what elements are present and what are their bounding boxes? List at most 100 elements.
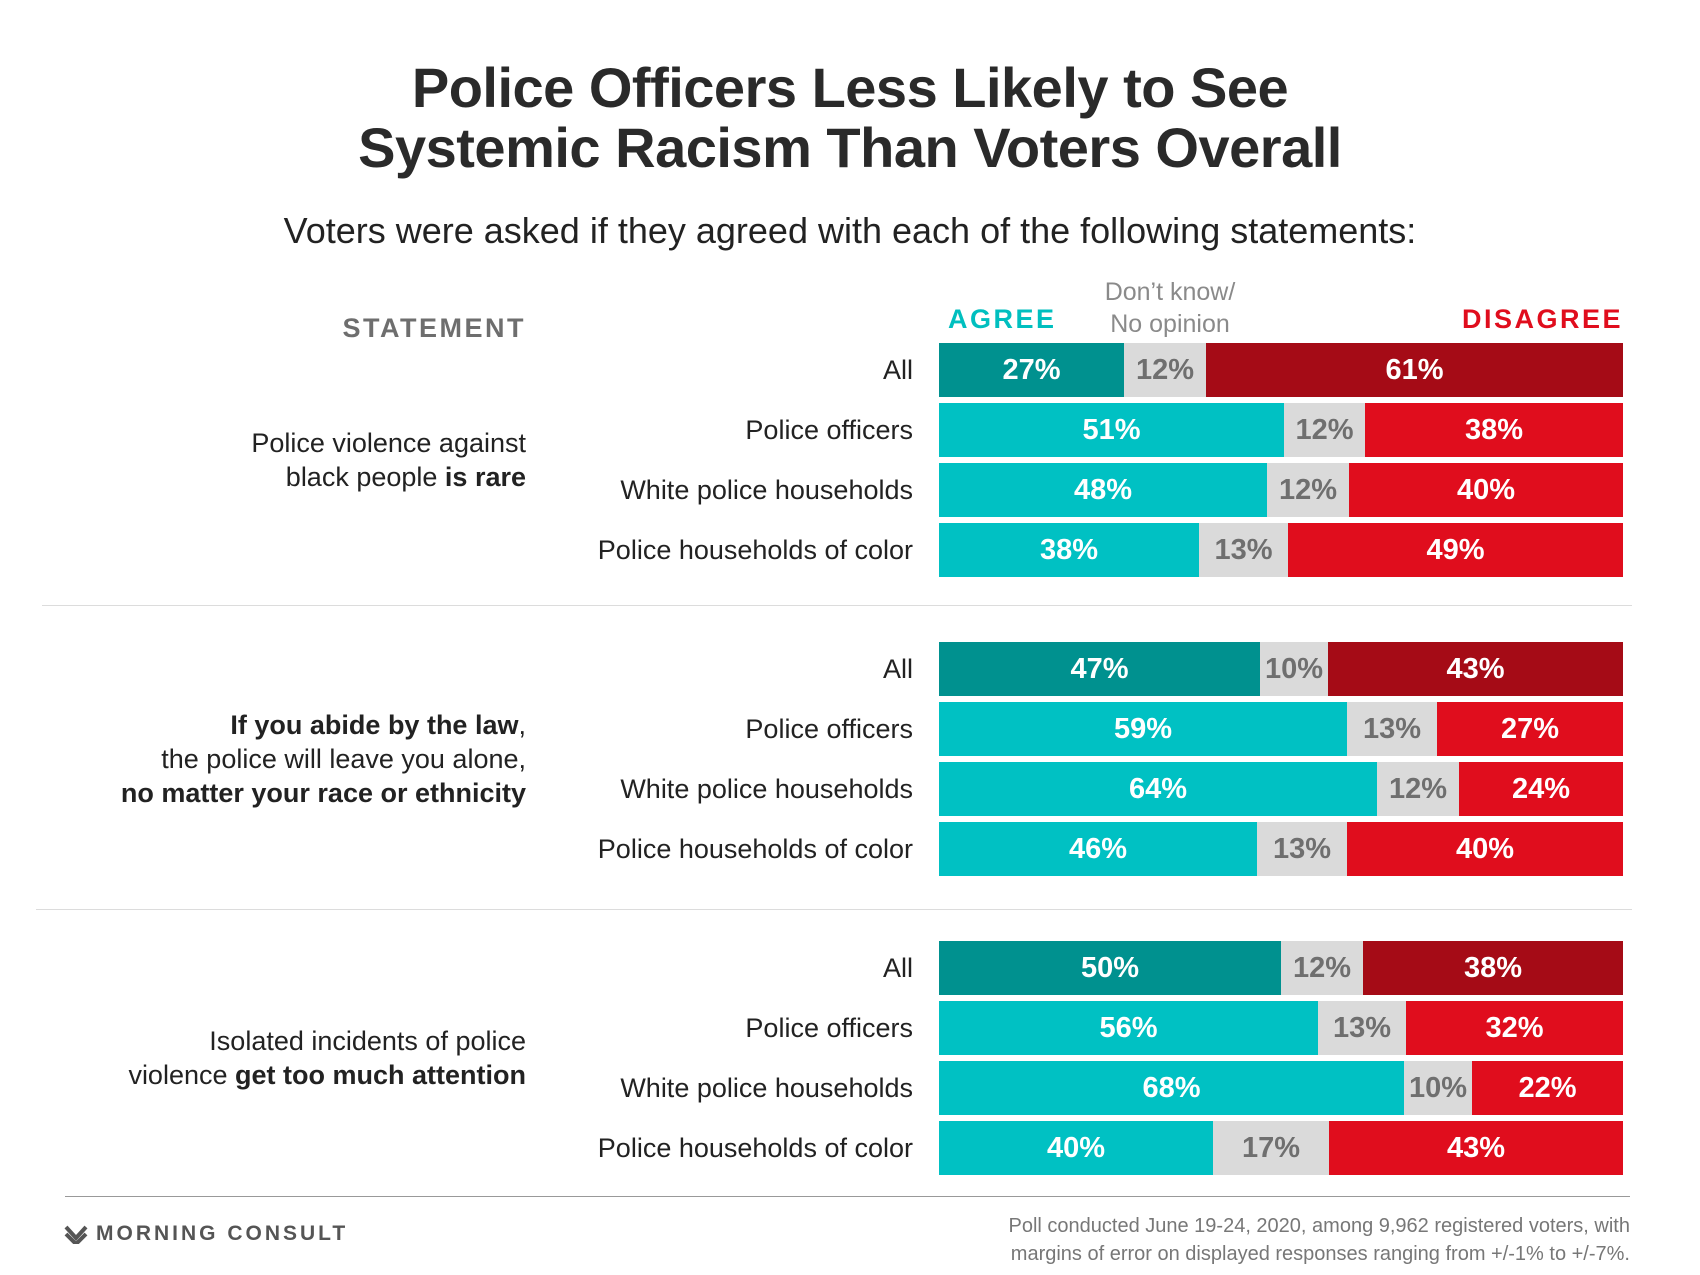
data-label-dk: 12%	[1295, 413, 1354, 446]
data-label-agree: 40%	[1046, 1131, 1106, 1164]
bar-segment-agree: 59%	[939, 702, 1347, 756]
legend-agree: AGREE	[948, 304, 1057, 334]
data-label-disagree: 32%	[1485, 1011, 1544, 1044]
stacked-bar: 48% 12% 40%	[939, 463, 1623, 517]
data-label-dk: 10%	[1264, 652, 1324, 685]
bar-segment-agree: 64%	[939, 762, 1377, 816]
data-label-agree: 48%	[1073, 473, 1133, 506]
bar-segment-agree: 46%	[939, 822, 1257, 876]
bar-segment-agree: 50%	[939, 941, 1281, 995]
bar-segment-disagree: 43%	[1328, 642, 1623, 696]
data-label-agree: 56%	[1099, 1011, 1158, 1044]
stacked-bar: 46% 13% 40%	[939, 822, 1623, 876]
morning-consult-logo: MORNING CONSULT	[64, 1222, 348, 1246]
data-label-dk: 12%	[1388, 772, 1448, 805]
bar-segment-agree: 27%	[939, 343, 1124, 397]
group-label: Police officers	[745, 714, 913, 744]
title-line-1: Police Officers Less Likely to See	[411, 56, 1289, 119]
group-label: All	[882, 355, 913, 385]
legend-dont-know-line-1: Don’t know/	[1104, 278, 1236, 306]
bar-segment-disagree: 40%	[1349, 463, 1623, 517]
data-label-dk: 12%	[1135, 353, 1195, 386]
bar-segment-disagree: 27%	[1437, 702, 1623, 756]
stacked-bar: 40% 17% 43%	[939, 1121, 1623, 1175]
statement-text: If you abide by the law, the police will …	[100, 708, 526, 810]
bar-segment-dk: 12%	[1124, 343, 1206, 397]
data-label-disagree: 38%	[1464, 413, 1524, 446]
stacked-bar: 59% 13% 27%	[939, 702, 1623, 756]
data-label-disagree: 43%	[1446, 1131, 1506, 1164]
morning-consult-chevron-icon	[64, 1225, 88, 1244]
statement-text-part: is rare	[444, 462, 526, 492]
stacked-bar: 64% 12% 24%	[939, 762, 1623, 816]
data-label-dk: 13%	[1214, 533, 1273, 566]
logo-text: MORNING CONSULT	[96, 1222, 349, 1245]
footnote-line-1: Poll conducted June 19-24, 2020, among 9…	[1008, 1215, 1630, 1237]
bar-segment-disagree: 38%	[1365, 403, 1623, 457]
statement-text-part: violence	[128, 1060, 236, 1090]
group-label: Police households of color	[597, 834, 913, 864]
section-divider	[36, 909, 1632, 910]
chart-subtitle: Voters were asked if they agreed with ea…	[283, 210, 1417, 251]
bar-segment-agree: 47%	[939, 642, 1260, 696]
bar-segment-agree: 68%	[939, 1061, 1404, 1115]
bar-segment-disagree: 22%	[1472, 1061, 1623, 1115]
bar-segment-dk: 12%	[1284, 403, 1365, 457]
data-label-dk: 10%	[1408, 1071, 1468, 1104]
bar-segment-dk: 12%	[1377, 762, 1459, 816]
statement-text-part: Isolated incidents of police	[209, 1026, 526, 1056]
legend-dont-know: Don’t know/ No opinion	[1080, 276, 1260, 340]
data-label-agree: 27%	[1002, 353, 1061, 386]
stacked-bar: 51% 12% 38%	[939, 403, 1623, 457]
data-label-agree: 68%	[1142, 1071, 1201, 1104]
data-label-agree: 46%	[1068, 832, 1128, 865]
group-label: White police households	[620, 774, 913, 804]
legend-dont-know-line-2: No opinion	[1110, 310, 1230, 338]
data-label-disagree: 27%	[1500, 712, 1560, 745]
bar-segment-disagree: 38%	[1363, 941, 1623, 995]
data-label-agree: 50%	[1080, 951, 1140, 984]
legend-disagree: DISAGREE	[1461, 304, 1623, 334]
bar-segment-agree: 40%	[939, 1121, 1213, 1175]
data-label-dk: 12%	[1278, 473, 1338, 506]
footnote: Poll conducted June 19-24, 2020, among 9…	[870, 1212, 1630, 1268]
statement-text-part: Police violence against	[251, 428, 526, 458]
data-label-dk: 13%	[1332, 1011, 1392, 1044]
data-label-agree: 51%	[1082, 413, 1141, 446]
data-label-dk: 13%	[1362, 712, 1422, 745]
bar-segment-agree: 56%	[939, 1001, 1318, 1055]
data-label-dk: 13%	[1272, 832, 1332, 865]
group-label: Police households of color	[597, 1133, 913, 1163]
title-line-2: Systemic Racism Than Voters Overall	[358, 116, 1342, 179]
bar-segment-disagree: 32%	[1406, 1001, 1623, 1055]
data-label-agree: 38%	[1039, 533, 1099, 566]
bar-segment-disagree: 61%	[1206, 343, 1623, 397]
bar-segment-agree: 38%	[939, 523, 1199, 577]
statement-text-part: get too much attention	[235, 1060, 526, 1090]
stacked-bar: 68% 10% 22%	[939, 1061, 1623, 1115]
bar-segment-dk: 13%	[1257, 822, 1347, 876]
footer-divider	[65, 1196, 1630, 1197]
statement-column-header: STATEMENT	[342, 313, 526, 343]
stacked-bar: 27% 12% 61%	[939, 343, 1623, 397]
bar-segment-dk: 10%	[1404, 1061, 1472, 1115]
bar-segment-disagree: 49%	[1288, 523, 1623, 577]
bar-segment-agree: 48%	[939, 463, 1267, 517]
bar-segment-dk: 10%	[1260, 642, 1328, 696]
bar-segment-dk: 13%	[1347, 702, 1437, 756]
group-label: Police households of color	[597, 535, 913, 565]
data-label-dk: 12%	[1292, 951, 1352, 984]
bar-segment-dk: 12%	[1267, 463, 1349, 517]
bar-segment-dk: 13%	[1318, 1001, 1406, 1055]
data-label-disagree: 40%	[1455, 832, 1515, 865]
data-label-disagree: 61%	[1385, 353, 1444, 386]
data-label-disagree: 43%	[1446, 652, 1505, 685]
bar-segment-dk: 13%	[1199, 523, 1288, 577]
bar-segment-disagree: 43%	[1329, 1121, 1623, 1175]
data-label-dk: 17%	[1241, 1131, 1301, 1164]
bar-segment-dk: 12%	[1281, 941, 1363, 995]
bar-segment-disagree: 24%	[1459, 762, 1623, 816]
statement-text: Isolated incidents of police violence get…	[100, 1024, 526, 1092]
statement-text-part: black people	[285, 462, 445, 492]
statement-text-part: If you abide by the law	[230, 710, 519, 740]
